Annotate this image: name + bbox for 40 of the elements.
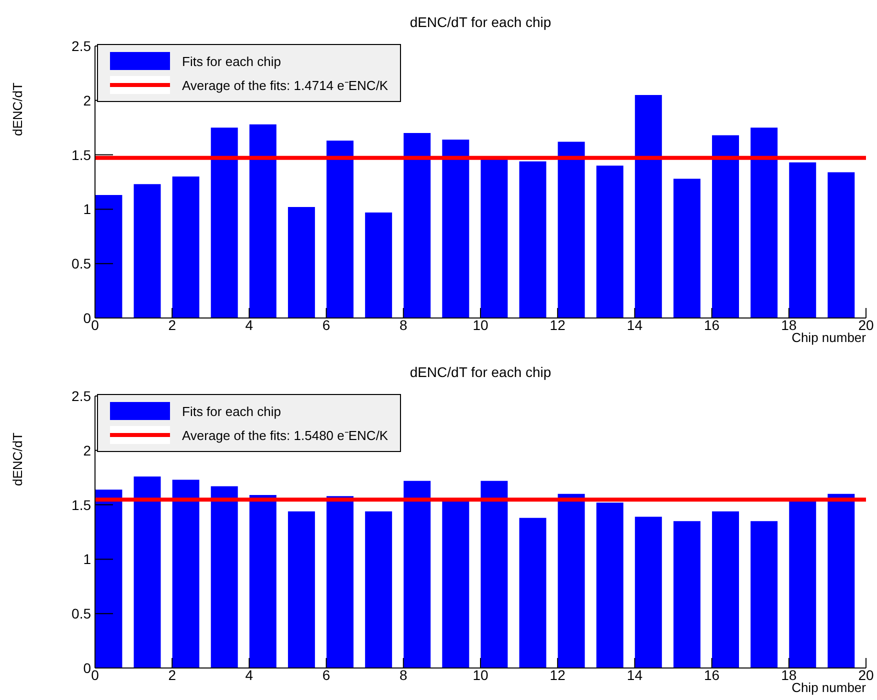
x-axis-title: Chip number bbox=[792, 680, 866, 695]
y-tick-label: 2 bbox=[83, 442, 92, 458]
x-tick-label: 10 bbox=[472, 316, 488, 333]
x-tick-label: 6 bbox=[322, 666, 330, 683]
x-tick-label: 8 bbox=[400, 666, 408, 683]
x-tick-label: 4 bbox=[245, 316, 254, 333]
x-tick-label: 20 bbox=[858, 316, 874, 333]
y-axis-title: dENC/dT bbox=[10, 82, 25, 136]
x-tick-label: 20 bbox=[858, 666, 874, 683]
x-tick-label: 14 bbox=[626, 666, 643, 683]
x-tick-label: 6 bbox=[322, 316, 330, 333]
y-tick-label: 2.5 bbox=[72, 388, 92, 404]
x-tick-label: 16 bbox=[704, 316, 720, 333]
y-tick-label: 0.5 bbox=[72, 606, 92, 622]
y-axis-title: dENC/dT bbox=[10, 432, 25, 486]
legend-label: Average of the fits: 1.4714 e⁻ENC/K bbox=[182, 77, 388, 94]
chart-title: dENC/dT for each chip bbox=[408, 14, 552, 30]
x-tick-label: 18 bbox=[781, 666, 797, 683]
y-tick-label: 1.5 bbox=[72, 496, 92, 513]
legend-label: Average of the fits: 1.5480 e⁻ENC/K bbox=[182, 427, 388, 444]
y-tick-label: 1 bbox=[83, 551, 92, 568]
x-tick-label: 14 bbox=[626, 316, 643, 333]
y-tick-label: 1.5 bbox=[72, 146, 92, 163]
chart-title: dENC/dT for each chip bbox=[408, 364, 552, 380]
x-tick-label: 12 bbox=[550, 316, 566, 333]
y-tick-label: 2.5 bbox=[72, 38, 92, 54]
legend-label: Fits for each chip bbox=[182, 404, 281, 418]
x-tick-label: 2 bbox=[168, 666, 176, 683]
x-tick-label: 16 bbox=[704, 666, 720, 683]
x-tick-label: 10 bbox=[472, 666, 488, 683]
x-axis-title: Chip number bbox=[792, 330, 866, 345]
y-tick-label: 1 bbox=[83, 201, 92, 218]
x-tick-label: 12 bbox=[550, 666, 566, 683]
x-tick-label: 18 bbox=[781, 316, 797, 333]
legend-label: Fits for each chip bbox=[182, 54, 281, 68]
x-tick-label: 2 bbox=[168, 316, 176, 333]
x-tick-label: 8 bbox=[400, 316, 408, 333]
x-tick-label: 4 bbox=[245, 666, 254, 683]
y-tick-label: 0.5 bbox=[72, 256, 92, 272]
y-tick-label: 2 bbox=[83, 92, 92, 108]
